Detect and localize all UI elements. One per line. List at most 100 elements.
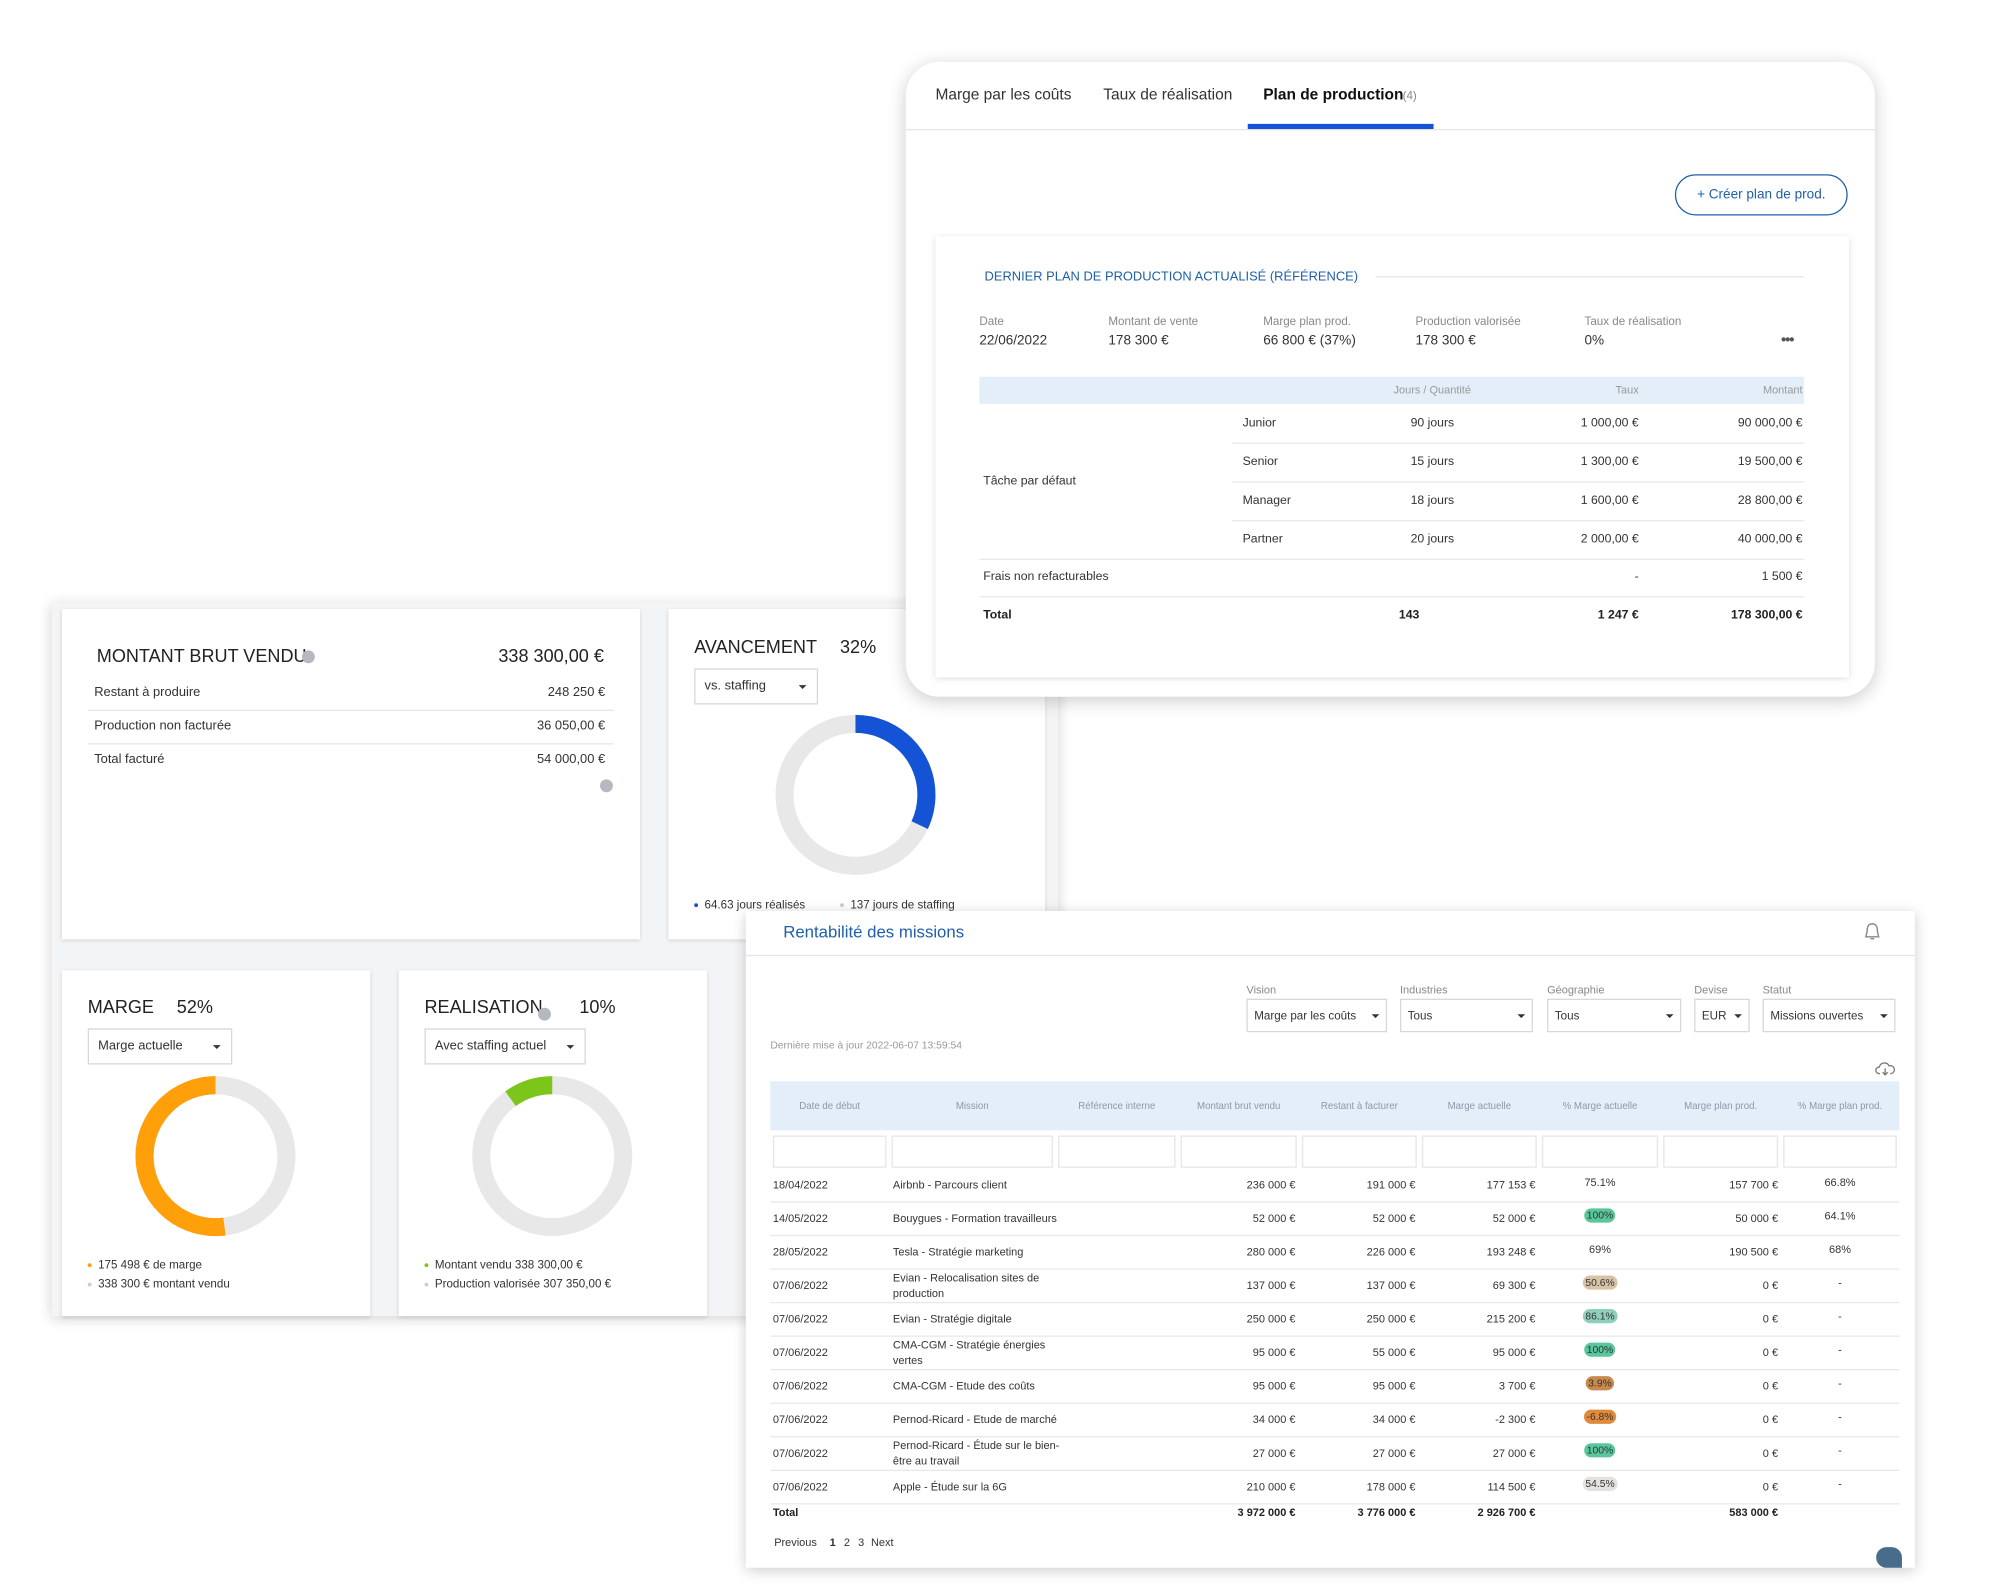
dropdown-label[interactable]: Marge actuelle bbox=[98, 1039, 183, 1054]
column-filter[interactable] bbox=[891, 1135, 1053, 1168]
filter-select[interactable] bbox=[1400, 998, 1533, 1033]
donut-track bbox=[472, 1076, 633, 1237]
cell-amount: 137 000 € bbox=[1246, 1278, 1296, 1292]
column-filter[interactable] bbox=[1421, 1135, 1537, 1168]
tab[interactable]: Taux de réalisation bbox=[1103, 85, 1233, 104]
column-filter[interactable] bbox=[1541, 1135, 1659, 1168]
column-header[interactable]: Mission bbox=[955, 1100, 989, 1112]
total-plan: 583 000 € bbox=[1729, 1505, 1779, 1519]
filter-value[interactable]: Missions ouvertes bbox=[1770, 1009, 1864, 1022]
production-panel: Marge par les coûts Taux de réalisation Pl… bbox=[905, 61, 1875, 697]
cell-margin: 27 000 € bbox=[1492, 1446, 1536, 1460]
cell-plan-pct: 64.1% bbox=[1824, 1209, 1856, 1222]
column-filter[interactable] bbox=[1180, 1135, 1297, 1168]
dropdown[interactable] bbox=[87, 1028, 233, 1065]
cell-plan: 0 € bbox=[1762, 1446, 1779, 1460]
cell-plan: 0 € bbox=[1762, 1480, 1779, 1493]
more-menu[interactable]: ••• bbox=[1780, 330, 1795, 349]
filter-select[interactable] bbox=[1246, 998, 1388, 1033]
card bbox=[61, 970, 371, 1317]
cell-margin-pct: -6.8% bbox=[1583, 1409, 1617, 1424]
pagination-previous[interactable]: Previous bbox=[774, 1535, 817, 1549]
table-header: Taux bbox=[1615, 383, 1639, 397]
filter-select[interactable] bbox=[1547, 998, 1682, 1033]
amount: 90 000,00 € bbox=[1737, 416, 1803, 431]
column-header[interactable]: % Marge actuelle bbox=[1562, 1100, 1638, 1112]
cell-plan-pct: 68% bbox=[1829, 1242, 1851, 1256]
pagination-next[interactable]: Next bbox=[870, 1535, 894, 1549]
filter-value[interactable]: EUR bbox=[1701, 1009, 1727, 1022]
total-label: Total bbox=[772, 1505, 799, 1519]
dropdown-caret bbox=[1880, 1014, 1888, 1019]
total-margin: 2 926 700 € bbox=[1477, 1505, 1536, 1519]
column-header[interactable]: Marge plan prod. bbox=[1684, 1100, 1758, 1112]
row-divider bbox=[770, 1335, 1900, 1337]
column-filter[interactable] bbox=[1058, 1135, 1176, 1168]
total-cell: Total bbox=[983, 608, 1012, 623]
cell-amount: 34 000 € bbox=[1252, 1412, 1296, 1426]
create-button[interactable] bbox=[1674, 174, 1848, 216]
pagination-page[interactable]: 3 bbox=[858, 1535, 865, 1549]
help-icon[interactable] bbox=[1876, 1547, 1902, 1568]
days: 15 jours bbox=[1410, 454, 1455, 470]
cell-margin-pct: 100% bbox=[1584, 1208, 1616, 1223]
column-header[interactable]: Marge actuelle bbox=[1447, 1100, 1512, 1112]
cell-margin: 114 500 € bbox=[1487, 1480, 1536, 1493]
column-header[interactable]: Date de début bbox=[799, 1100, 861, 1112]
summary-label: Date bbox=[979, 314, 1004, 328]
dropdown-label[interactable]: vs. staffing bbox=[704, 679, 766, 694]
cell-amount: 250 000 € bbox=[1246, 1312, 1296, 1326]
cell-mission: Airbnb - Parcours client bbox=[892, 1178, 1007, 1191]
column-header[interactable]: Restant à facturer bbox=[1320, 1100, 1398, 1112]
column-header[interactable]: % Marge plan prod. bbox=[1797, 1100, 1883, 1112]
dropdown[interactable] bbox=[694, 668, 819, 705]
bell-icon[interactable] bbox=[1863, 921, 1881, 942]
column-filter[interactable] bbox=[1663, 1135, 1779, 1168]
column-filter[interactable] bbox=[1301, 1135, 1417, 1168]
cell-margin: 69 300 € bbox=[1492, 1278, 1536, 1292]
dropdown-label[interactable]: Avec staffing actuel bbox=[434, 1039, 547, 1054]
cell-amount: 236 000 € bbox=[1246, 1178, 1296, 1191]
tab[interactable]: Marge par les coûts bbox=[935, 85, 1072, 104]
section-rule bbox=[1375, 276, 1804, 278]
pagination-page[interactable]: 2 bbox=[843, 1535, 850, 1549]
cell-amount: 95 000 € bbox=[1252, 1345, 1296, 1359]
cell-margin: 52 000 € bbox=[1492, 1211, 1536, 1225]
filter-value[interactable]: Marge par les coûts bbox=[1254, 1009, 1357, 1022]
column-header[interactable]: Montant brut vendu bbox=[1197, 1100, 1281, 1112]
cell-date: 07/06/2022 bbox=[772, 1312, 828, 1326]
pagination-page[interactable]: 1 bbox=[829, 1535, 836, 1549]
row-divider bbox=[770, 1268, 1900, 1270]
filter-select[interactable] bbox=[1694, 998, 1750, 1033]
table-header: Montant bbox=[1762, 383, 1803, 397]
cell-mission: Pernod-Ricard - Étude sur le bien-être a… bbox=[892, 1438, 1060, 1468]
column-filter[interactable] bbox=[772, 1135, 887, 1168]
summary-value: 22/06/2022 bbox=[979, 332, 1048, 349]
cell-date: 07/06/2022 bbox=[772, 1345, 828, 1359]
legend-dot bbox=[424, 1281, 429, 1286]
cell-date: 07/06/2022 bbox=[772, 1480, 828, 1493]
total-cell: 143 bbox=[1398, 608, 1420, 623]
filter-value[interactable]: Tous bbox=[1554, 1009, 1580, 1022]
row-divider bbox=[770, 1503, 1900, 1505]
dropdown[interactable] bbox=[424, 1028, 586, 1065]
donut bbox=[775, 714, 936, 875]
column-header[interactable]: Référence interne bbox=[1078, 1100, 1156, 1112]
column-filter[interactable] bbox=[1783, 1135, 1897, 1168]
download-icon[interactable] bbox=[1875, 1061, 1896, 1076]
tab[interactable]: Plan de production bbox=[1263, 85, 1404, 104]
summary-value: 66 800 € (37%) bbox=[1263, 332, 1356, 349]
filter-select[interactable] bbox=[1762, 998, 1896, 1033]
cell-margin-pct: 86.1% bbox=[1582, 1309, 1618, 1324]
total-cell: 178 300,00 € bbox=[1730, 608, 1803, 623]
cell-remaining: 27 000 € bbox=[1372, 1446, 1416, 1460]
row-value: 248 250 € bbox=[547, 685, 606, 701]
amount: 40 000,00 € bbox=[1737, 532, 1803, 547]
cell-margin: 215 200 € bbox=[1486, 1312, 1536, 1326]
cell-margin: 193 248 € bbox=[1486, 1245, 1536, 1259]
card-percent: 52% bbox=[176, 996, 213, 1017]
filter-value[interactable]: Tous bbox=[1407, 1009, 1433, 1022]
create-button-label[interactable]: + Créer plan de prod. bbox=[1697, 187, 1826, 203]
cell-amount: 210 000 € bbox=[1246, 1480, 1296, 1493]
